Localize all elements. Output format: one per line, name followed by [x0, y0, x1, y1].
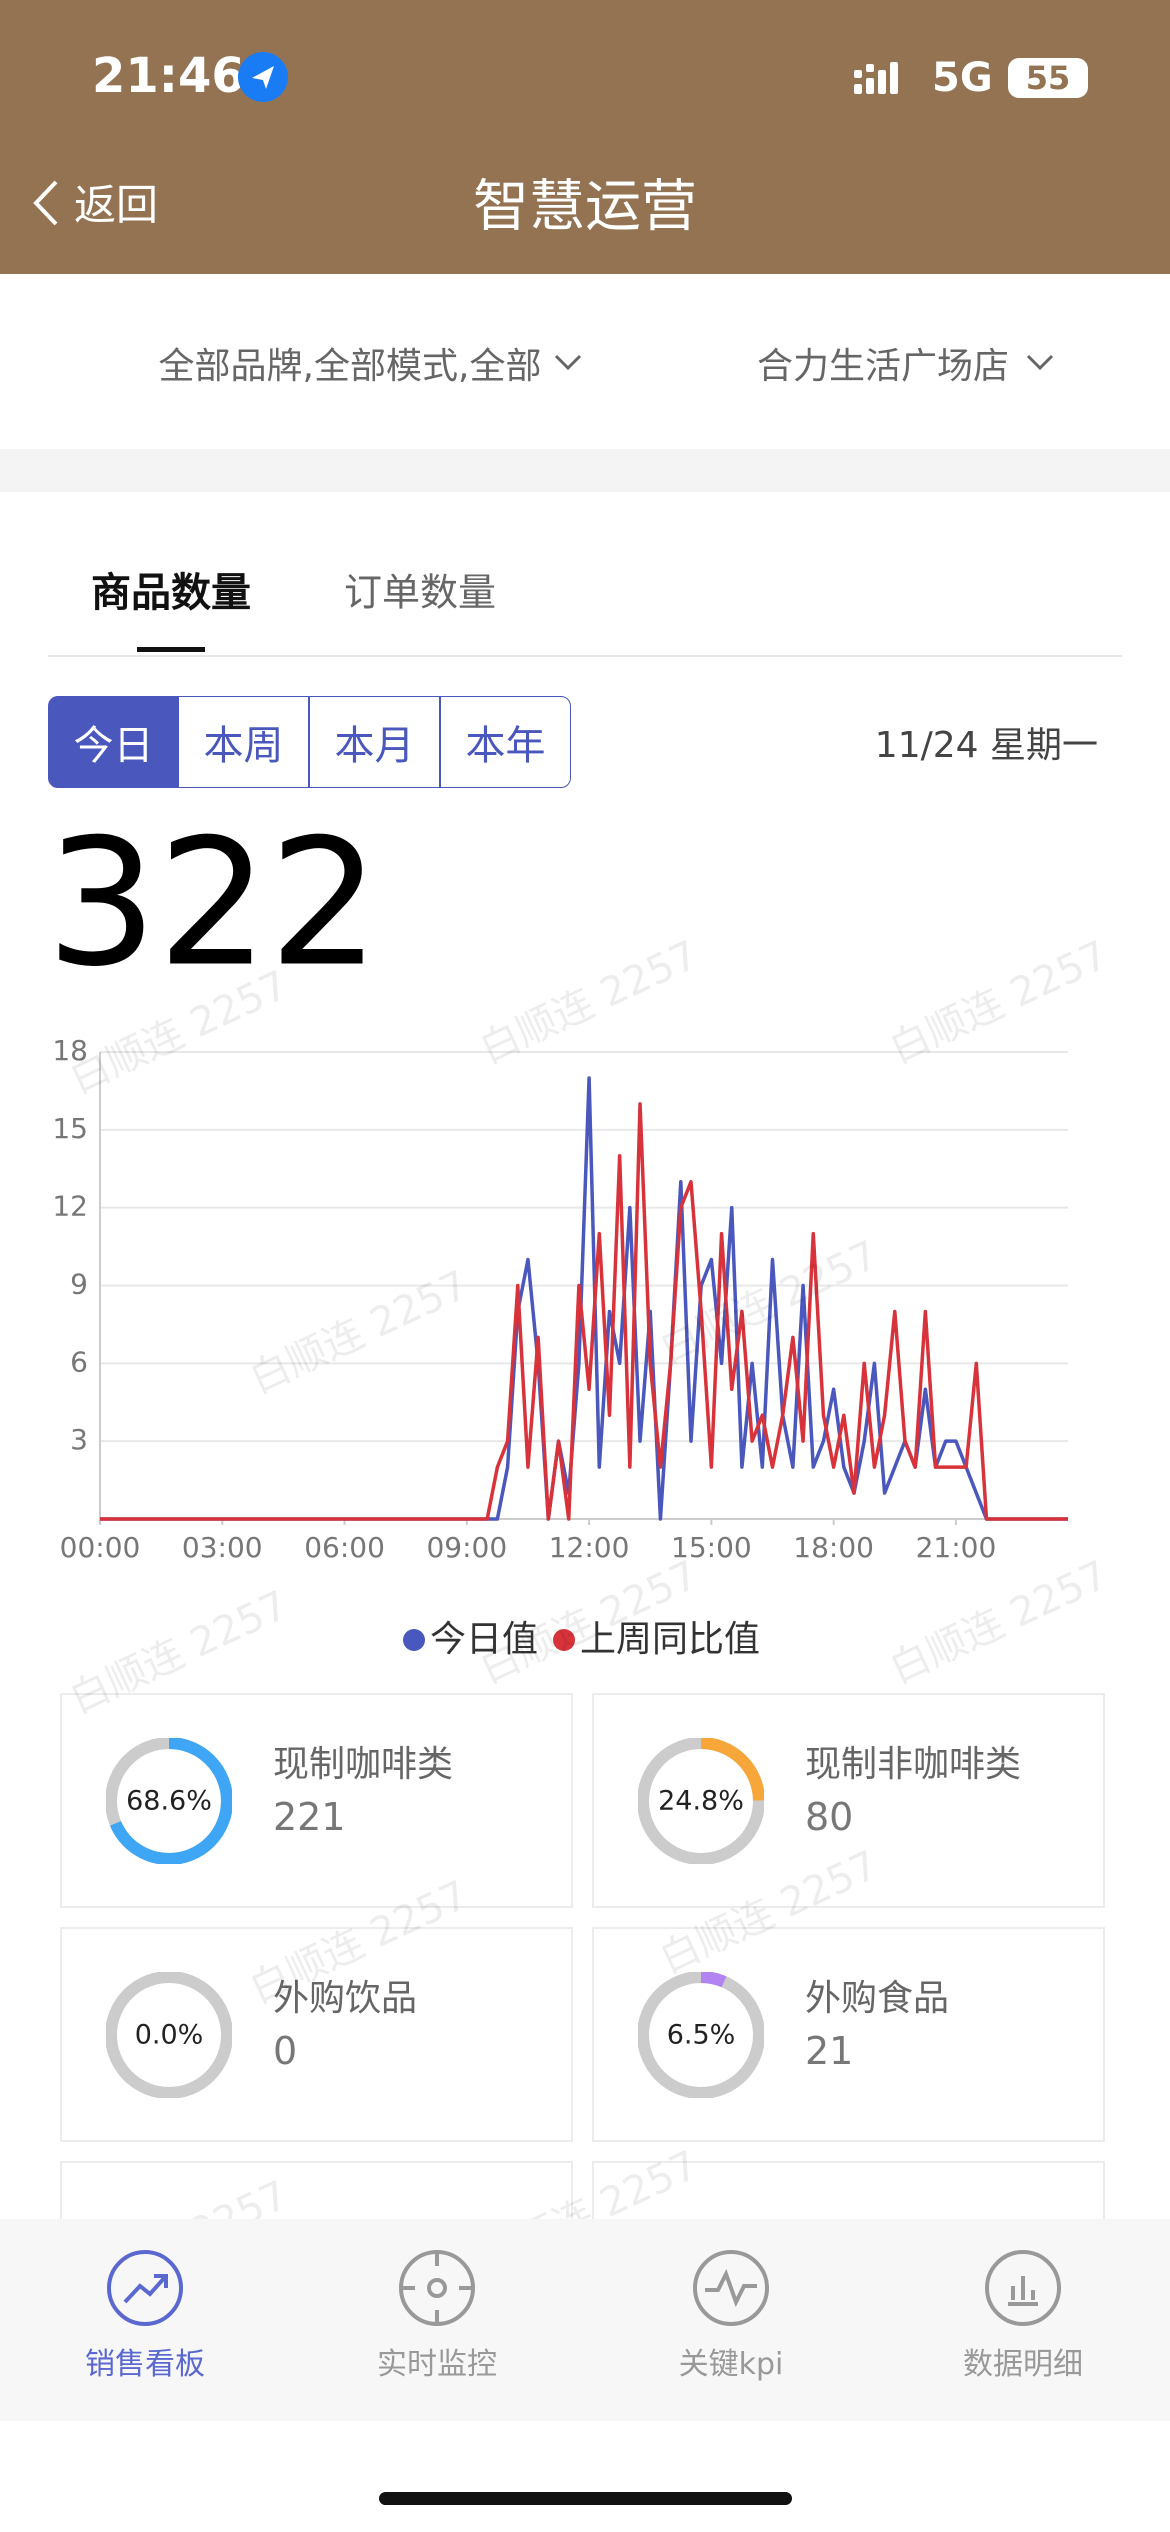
category-count: 80	[805, 1795, 854, 1839]
location-icon	[238, 52, 288, 102]
date: 11/24 星期一	[874, 725, 1098, 766]
donut: 24.8%	[638, 1738, 764, 1864]
donut-track	[106, 1972, 232, 2098]
donut: 6.5%	[638, 1972, 764, 2098]
network: 5G	[932, 55, 993, 101]
y-tick-label: 12	[52, 1190, 88, 1223]
x-tick-label: 03:00	[182, 1531, 263, 1564]
category-count: 0	[273, 2029, 298, 2073]
nav-item[interactable]: 数据明细	[963, 2347, 1083, 2382]
category-name: 外购食品	[805, 1978, 950, 2019]
x-tick-label: 00:00	[60, 1531, 141, 1564]
divider	[0, 449, 1170, 492]
chart: 3 6 9 12 15 18 00:00 03:00 06:00 09:00 12:00 15:00 1…	[52, 1034, 1068, 1660]
tab-divider	[48, 655, 1122, 657]
dropdown-icon	[554, 354, 582, 371]
y-tick-label: 18	[52, 1034, 88, 1067]
card	[592, 1693, 1105, 1908]
x-tick-label: 06:00	[304, 1531, 385, 1564]
legend-label: 上周同比值	[580, 1619, 760, 1660]
signal-icon	[854, 62, 898, 94]
legend-marker	[403, 1629, 425, 1651]
series-line	[100, 1076, 1068, 1521]
percent-label: 6.5%	[667, 2020, 736, 2051]
series-line	[100, 1102, 1068, 1521]
category-name: 现制非咖啡类	[805, 1744, 1022, 1785]
battery: 55	[1008, 58, 1088, 98]
donut-arc	[106, 1738, 232, 1864]
page-title: 智慧运营	[473, 174, 697, 240]
tab[interactable]: 订单数量	[343, 570, 497, 615]
nav-item[interactable]: 关键kpi	[678, 2347, 784, 2382]
x-tick-label: 15:00	[671, 1531, 752, 1564]
x-tick-label: 12:00	[549, 1531, 630, 1564]
tab-bar	[0, 2219, 1170, 2421]
brand-filter[interactable]: 全部品牌,全部模式,全部	[158, 346, 542, 387]
category-name: 外购饮品	[273, 1978, 418, 2019]
donut-arc	[638, 1972, 764, 2098]
period-button[interactable]: 本周	[178, 696, 309, 788]
y-tick-label: 6	[70, 1345, 88, 1378]
donut: 0.0%	[106, 1972, 232, 2098]
header-bar	[0, 0, 1170, 274]
total: 322	[46, 802, 381, 1006]
percent-label: 24.8%	[658, 1786, 744, 1817]
tab-active[interactable]: 商品数量	[91, 570, 251, 616]
legend-label: 今日值	[430, 1619, 538, 1660]
dropdown-icon	[1026, 354, 1054, 371]
donut: 68.6%	[106, 1738, 232, 1864]
donut-arc	[638, 1738, 764, 1864]
nav-item-active[interactable]: 销售看板	[85, 2347, 205, 2382]
store-filter[interactable]: 合力生活广场店	[756, 346, 1010, 387]
y-tick-label: 15	[52, 1112, 88, 1145]
tab-underline	[137, 647, 205, 652]
card	[592, 1927, 1105, 2142]
x-tick-label: 09:00	[426, 1531, 507, 1564]
card	[60, 1693, 573, 1908]
back-icon[interactable]	[28, 178, 64, 228]
x-tick-label: 21:00	[916, 1531, 997, 1564]
category-count: 21	[805, 2029, 854, 2073]
nav-item[interactable]: 实时监控	[377, 2347, 497, 2382]
legend-marker	[553, 1629, 576, 1651]
category-name: 现制咖啡类	[273, 1744, 454, 1785]
percent-label: 0.0%	[135, 2020, 204, 2051]
category-count: 221	[273, 1795, 346, 1839]
x-tick-label: 18:00	[793, 1531, 874, 1564]
period-button[interactable]: 本月	[309, 696, 440, 788]
period-button[interactable]: 本年	[440, 696, 571, 788]
period-button[interactable]: 今日	[48, 696, 179, 788]
back-button[interactable]: 返回	[74, 180, 159, 230]
tab-icons	[107, 2250, 1061, 2326]
status-time: 21:46	[92, 48, 245, 104]
y-tick-label: 9	[70, 1268, 88, 1301]
y-tick-label: 3	[70, 1423, 88, 1456]
home-indicator	[379, 2492, 792, 2505]
percent-label: 68.6%	[126, 1786, 212, 1817]
card	[60, 1927, 573, 2142]
